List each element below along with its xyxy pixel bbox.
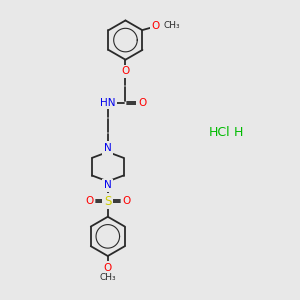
Text: O: O xyxy=(151,21,159,31)
Text: N: N xyxy=(104,143,112,153)
Text: CH₃: CH₃ xyxy=(100,273,116,282)
Text: O: O xyxy=(122,196,130,206)
Text: O: O xyxy=(138,98,146,108)
Text: O: O xyxy=(85,196,93,206)
Text: N: N xyxy=(104,180,112,190)
Text: S: S xyxy=(104,194,112,208)
Text: HN: HN xyxy=(100,98,116,108)
Text: H: H xyxy=(230,126,244,139)
Text: CH₃: CH₃ xyxy=(163,21,180,30)
Text: O: O xyxy=(104,263,112,273)
Text: O: O xyxy=(121,67,130,76)
Text: HCl: HCl xyxy=(209,126,230,139)
